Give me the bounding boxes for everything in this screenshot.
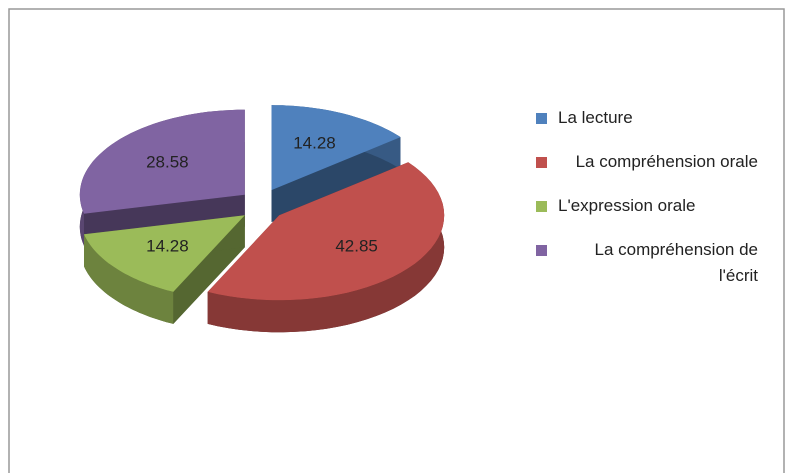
legend-label: La compréhension orale <box>575 152 758 171</box>
data-label: 14.28 <box>293 134 336 153</box>
slice <box>79 109 245 246</box>
slice <box>207 162 445 333</box>
slice-side <box>271 137 401 223</box>
legend-label: La lecture <box>558 108 633 127</box>
legend-item: La compréhension orale <box>536 149 758 175</box>
legend-label: La compréhension de l'écrit <box>594 240 758 285</box>
slice <box>271 105 401 223</box>
data-label: 14.28 <box>146 237 189 256</box>
slice <box>84 215 245 324</box>
data-label: 28.58 <box>146 152 189 171</box>
legend-item: La compréhension de l'écrit <box>536 237 758 289</box>
slice-top <box>207 162 445 301</box>
slice-edge <box>84 234 174 324</box>
slice-top <box>271 105 401 191</box>
slice-top <box>84 215 245 292</box>
legend-label: L'expression orale <box>558 196 696 215</box>
slice-top <box>79 109 245 214</box>
legend-item: L'expression orale <box>536 193 758 219</box>
legend-swatch <box>536 201 547 212</box>
legend: La lecture La compréhension orale L'expres… <box>536 105 781 307</box>
data-label: 42.85 <box>335 237 378 256</box>
legend-swatch <box>536 113 547 124</box>
legend-swatch <box>536 157 547 168</box>
legend-swatch <box>536 245 547 256</box>
slice-edge <box>207 162 445 333</box>
legend-item: La lecture <box>536 105 758 131</box>
